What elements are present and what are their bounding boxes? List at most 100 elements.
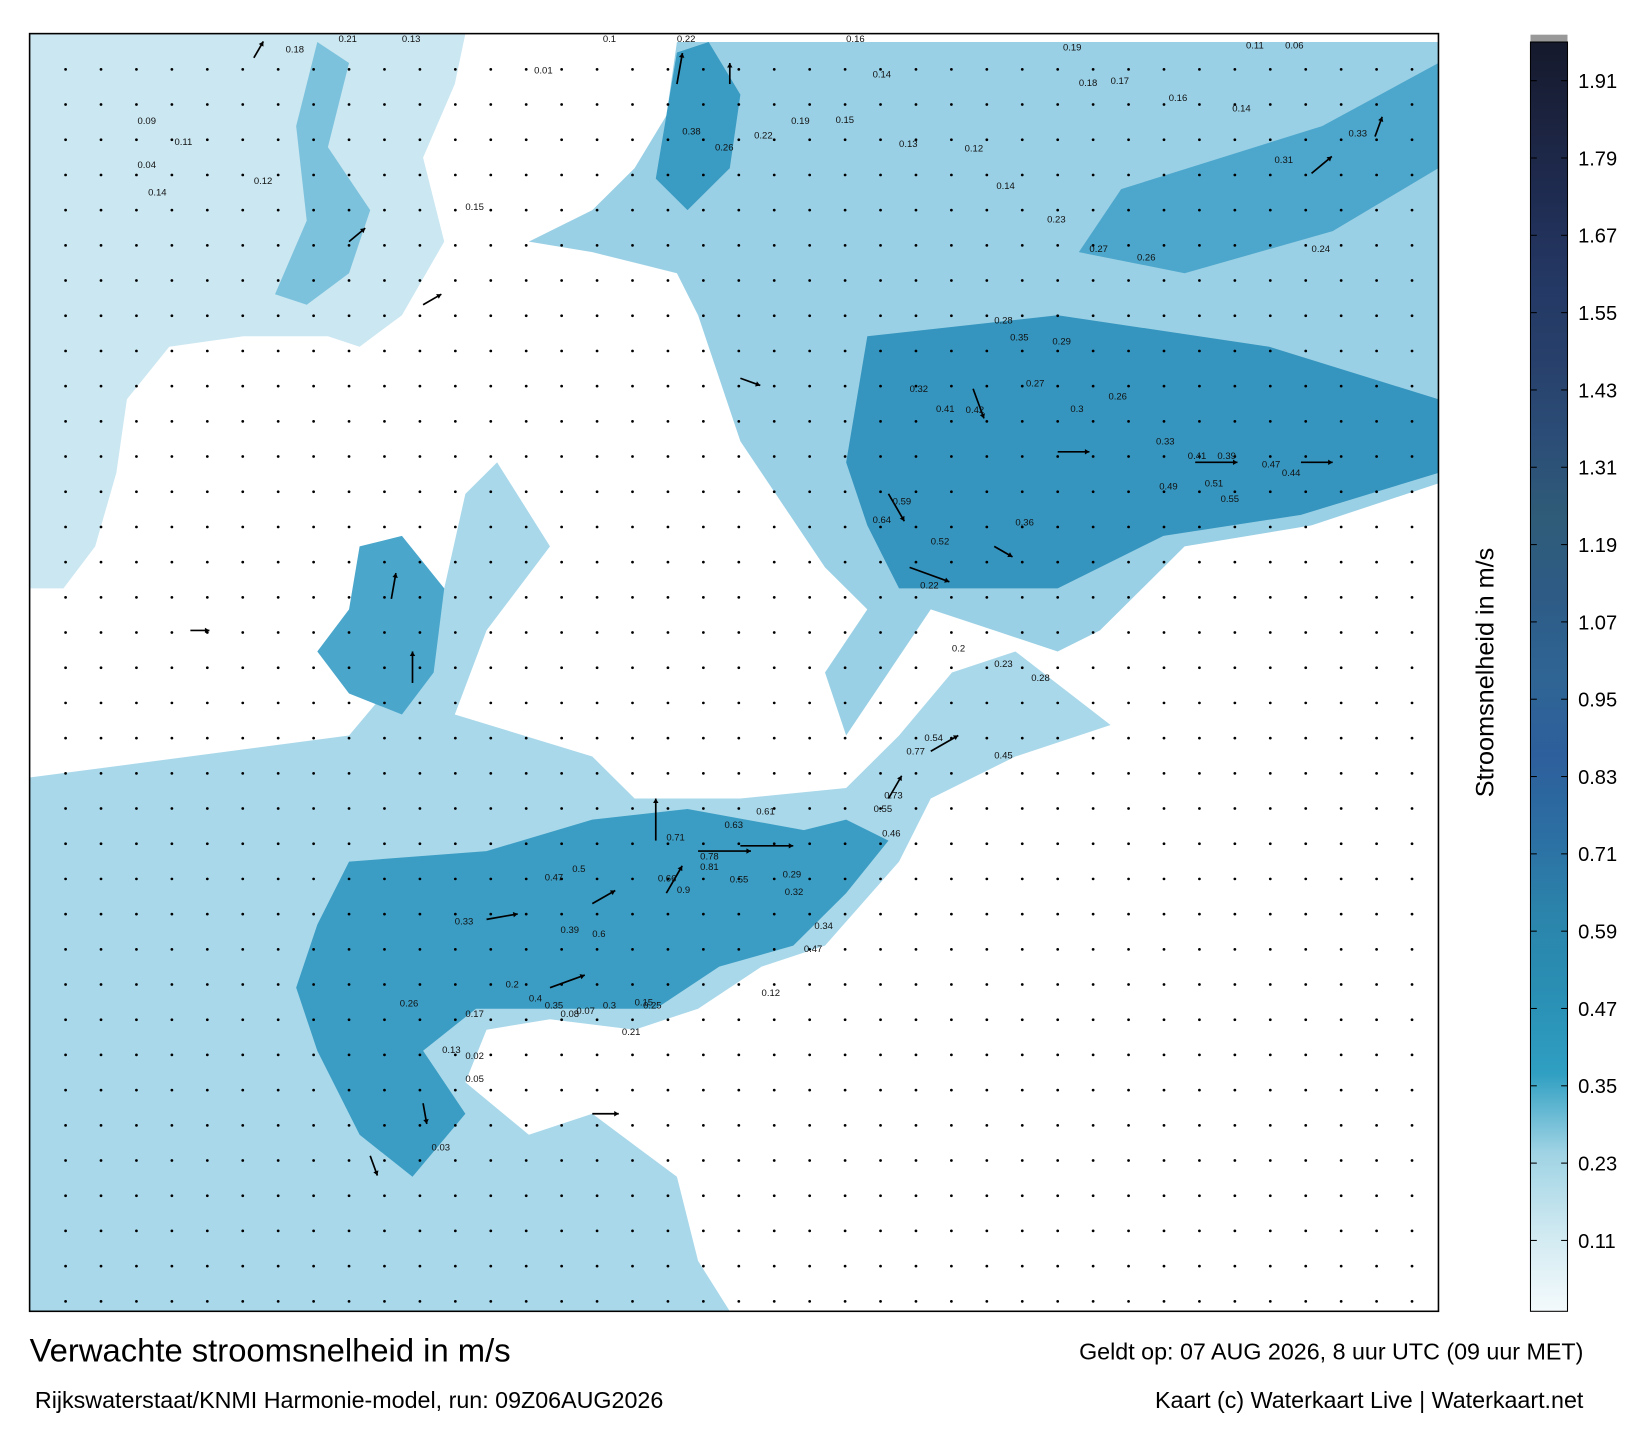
grid-dot (170, 173, 174, 177)
grid-dot (843, 842, 847, 846)
grid-dot (312, 560, 315, 564)
grid-dot (1410, 912, 1414, 916)
grid-dot (595, 771, 599, 775)
grid-dot (1162, 595, 1166, 599)
grid-dot (347, 666, 351, 670)
grid-dot (418, 103, 422, 106)
grid-dot (64, 912, 67, 916)
grid-dot (347, 314, 351, 318)
grid-dot (347, 771, 351, 775)
grid-dot (453, 525, 457, 529)
grid-dot (1056, 419, 1060, 423)
grid-dot (772, 631, 776, 634)
grid-dot (1304, 138, 1308, 142)
grid-dot (985, 419, 989, 423)
grid-dot (1375, 595, 1378, 599)
grid-dot (985, 877, 989, 881)
grid-dot (808, 983, 812, 986)
grid-dot (666, 243, 670, 247)
grid-dot (1268, 771, 1272, 775)
grid-dot (64, 807, 67, 810)
grid-dot (737, 349, 741, 353)
grid-dot (631, 983, 634, 986)
grid-dot (383, 560, 386, 564)
grid-dot (701, 842, 705, 846)
grid-dot (418, 736, 422, 740)
grid-dot (1162, 525, 1166, 529)
speed-label: 0.47 (1262, 460, 1280, 471)
grid-dot (347, 1053, 351, 1057)
grid-dot (666, 1159, 670, 1162)
grid-dot (276, 666, 280, 670)
grid-dot (1375, 208, 1378, 212)
grid-dot (914, 1264, 918, 1268)
speed-label: 0.25 (643, 1001, 661, 1012)
grid-dot (843, 349, 847, 353)
grid-dot (879, 349, 882, 353)
grid-dot (276, 1194, 280, 1198)
grid-dot (843, 560, 847, 564)
grid-dot (99, 384, 103, 388)
grid-dot (879, 208, 882, 212)
grid-dot (347, 490, 351, 494)
grid-dot (99, 947, 103, 951)
grid-dot (276, 243, 280, 247)
grid-dot (1127, 1053, 1130, 1057)
grid-dot (914, 1159, 918, 1162)
grid-dot (843, 1088, 847, 1092)
speed-label: 0.09 (138, 116, 156, 127)
speed-label: 0.41 (1188, 451, 1206, 462)
arrow-head (755, 381, 761, 387)
grid-dot (595, 525, 599, 529)
grid-dot (772, 947, 776, 951)
grid-dot (737, 279, 741, 282)
grid-dot (1162, 912, 1166, 916)
grid-dot (489, 1229, 493, 1233)
grid-dot (1410, 1053, 1414, 1057)
speed-label: 0.32 (910, 384, 928, 395)
arrow-shaft (887, 493, 906, 522)
grid-dot (1410, 419, 1414, 423)
speed-label: 0.5 (572, 864, 585, 875)
grid-dot (843, 1229, 847, 1233)
grid-dot (631, 666, 634, 670)
grid-dot (808, 314, 812, 318)
water-area (296, 809, 889, 1177)
grid-dot (808, 877, 812, 881)
grid-dot (453, 701, 457, 705)
grid-dot (808, 1053, 812, 1057)
arrow-head (436, 294, 442, 299)
arrow-head (653, 798, 659, 804)
grid-dot (276, 384, 280, 388)
colorbar-cap (1530, 34, 1568, 43)
grid-dot (453, 983, 457, 986)
speed-label: 0.17 (465, 1009, 483, 1020)
grid-dot (135, 384, 138, 388)
grid-dot (170, 1194, 174, 1198)
grid-dot (135, 1053, 138, 1057)
grid-dot (1056, 1159, 1060, 1162)
grid-dot (1233, 1053, 1237, 1057)
grid-dot (1375, 807, 1378, 810)
grid-dot (1304, 807, 1308, 810)
grid-dot (666, 595, 670, 599)
grid-dot (1233, 208, 1237, 212)
grid-dot (914, 279, 918, 282)
grid-dot (1233, 595, 1237, 599)
grid-dot (1091, 525, 1095, 529)
grid-dot (1375, 1123, 1378, 1127)
grid-dot (1233, 67, 1237, 71)
current-arrows (190, 40, 1384, 1176)
grid-dot (879, 983, 882, 986)
grid-dot (1233, 1299, 1237, 1303)
grid-dot (772, 525, 776, 529)
grid-dot (64, 138, 67, 142)
grid-dot (418, 631, 422, 634)
grid-dot (1020, 560, 1024, 564)
grid-dot (879, 947, 882, 951)
grid-dot (1339, 1123, 1343, 1127)
grid-dot (1091, 595, 1095, 599)
grid-dot (135, 314, 138, 318)
grid-dot (1127, 1264, 1130, 1268)
grid-dot (312, 103, 315, 106)
